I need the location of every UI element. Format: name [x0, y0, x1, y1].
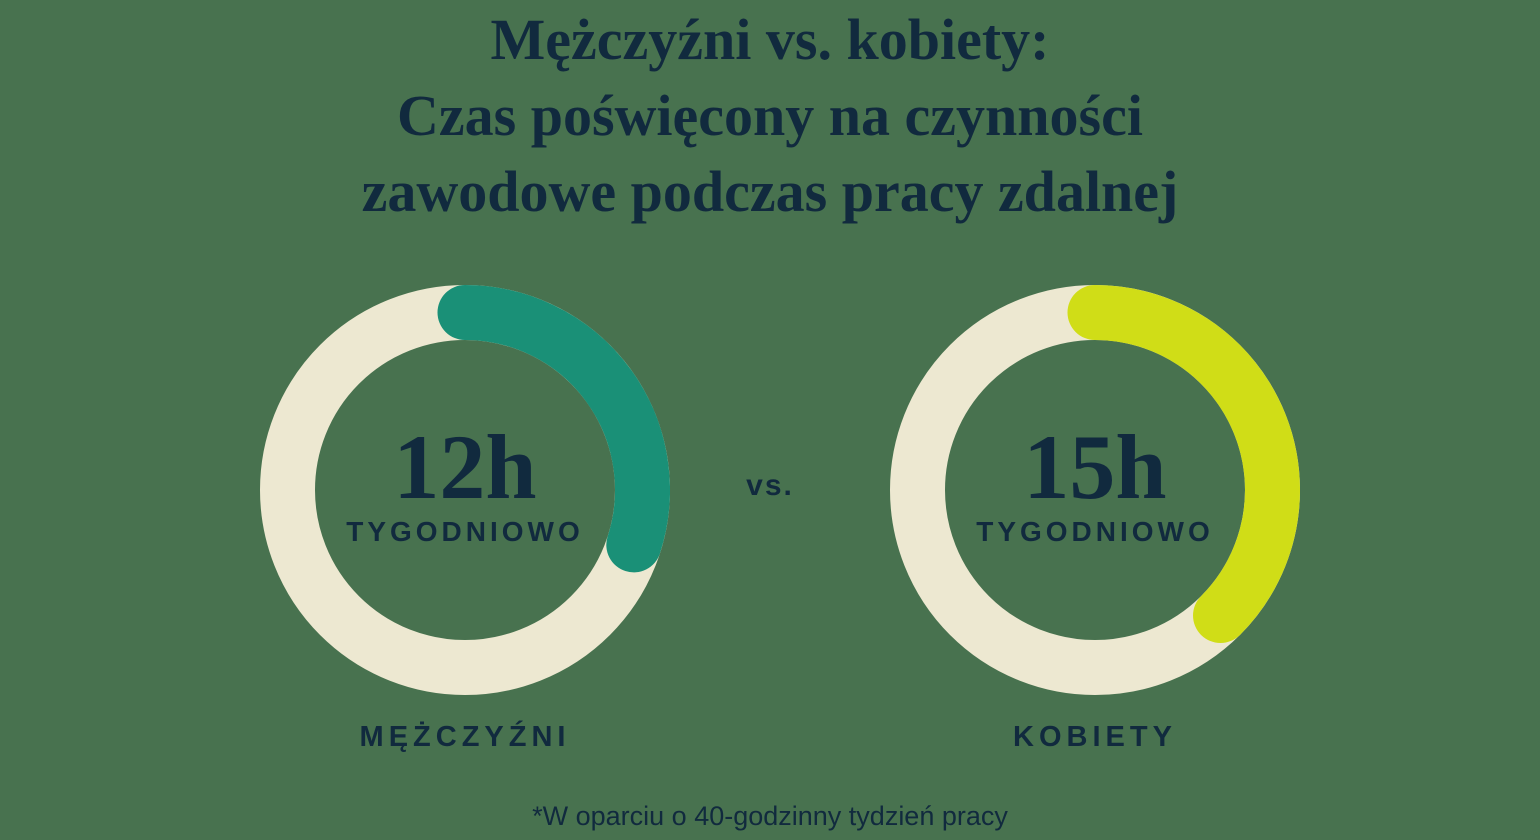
donut-chart-men: 12h TYGODNIOWO	[260, 285, 670, 695]
group-label-women: KOBIETY	[1013, 721, 1177, 753]
title-line-1: Mężczyźni vs. kobiety:	[490, 7, 1050, 72]
donut-center-text-women: 15h TYGODNIOWO	[890, 419, 1300, 547]
donut-center-text-men: 12h TYGODNIOWO	[260, 419, 670, 547]
infographic-title: Mężczyźni vs. kobiety: Czas poświęcony n…	[0, 2, 1540, 230]
group-label-men: MĘŻCZYŹNI	[359, 721, 571, 753]
title-line-2: Czas poświęcony na czynności	[397, 83, 1143, 148]
donut-chart-women: 15h TYGODNIOWO	[890, 285, 1300, 695]
donut-svg-women	[890, 285, 1300, 695]
donut-arc	[437, 285, 670, 573]
footnote: *W oparciu o 40-godzinny tydzień pracy	[532, 801, 1008, 831]
hours-sublabel-men: TYGODNIOWO	[346, 516, 584, 547]
hours-sublabel-women: TYGODNIOWO	[976, 516, 1214, 547]
donut-svg-men	[260, 285, 670, 695]
hours-value-women: 15h	[1023, 416, 1167, 518]
hours-value-men: 12h	[393, 416, 537, 518]
donut-arc	[1067, 285, 1300, 644]
title-line-3: zawodowe podczas pracy zdalnej	[361, 159, 1179, 224]
vs-label: vs.	[746, 469, 794, 502]
